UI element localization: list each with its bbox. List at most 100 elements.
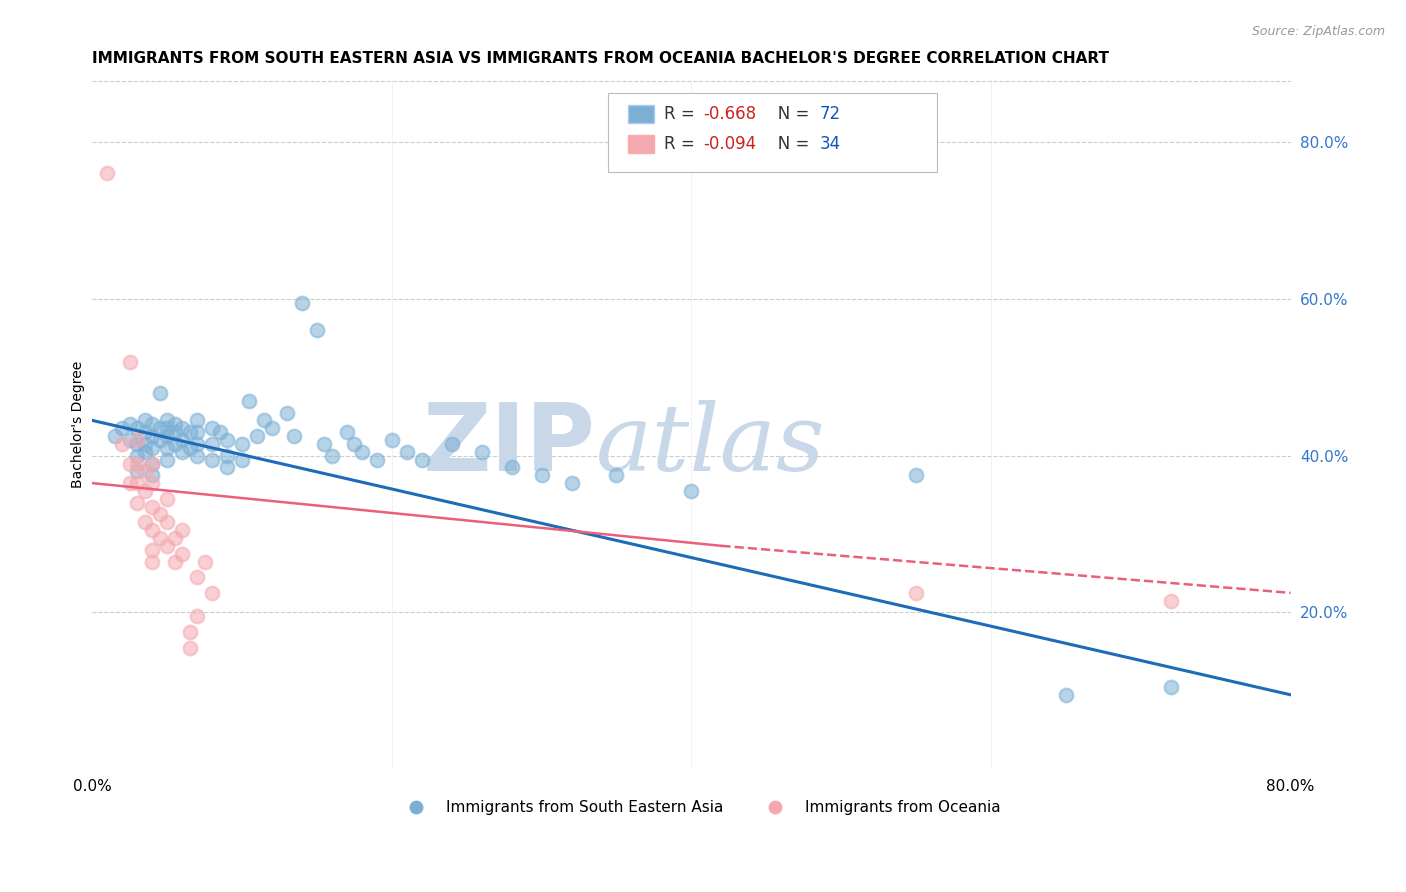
Point — [1054, 688, 1077, 702]
Point — [141, 429, 163, 443]
Point — [440, 437, 463, 451]
Point — [321, 449, 343, 463]
Point — [163, 555, 186, 569]
Point — [156, 429, 179, 443]
Text: -0.668: -0.668 — [703, 105, 756, 123]
Point — [134, 483, 156, 498]
Point — [170, 421, 193, 435]
Text: ZIP: ZIP — [423, 399, 596, 491]
Text: atlas: atlas — [596, 400, 825, 490]
Point — [149, 421, 172, 435]
Point — [118, 354, 141, 368]
Point — [1160, 680, 1182, 694]
Text: Immigrants from South Eastern Asia: Immigrants from South Eastern Asia — [446, 800, 723, 814]
Point — [381, 433, 404, 447]
Point — [605, 468, 627, 483]
Point — [215, 460, 238, 475]
Point — [127, 437, 149, 451]
Point — [291, 295, 314, 310]
Point — [681, 483, 703, 498]
Point — [127, 421, 149, 435]
Point — [336, 425, 359, 439]
Point — [1160, 593, 1182, 607]
Point — [111, 437, 134, 451]
Point — [186, 570, 208, 584]
Point — [305, 323, 328, 337]
Point — [179, 640, 201, 655]
Point — [118, 433, 141, 447]
Point — [149, 386, 172, 401]
Point — [905, 586, 928, 600]
Point — [215, 449, 238, 463]
Point — [127, 449, 149, 463]
Point — [201, 452, 224, 467]
Point — [208, 425, 231, 439]
Point — [411, 452, 433, 467]
Point — [246, 429, 269, 443]
Point — [134, 464, 156, 478]
Point — [156, 491, 179, 506]
Point — [118, 457, 141, 471]
Point — [186, 413, 208, 427]
Point — [156, 516, 179, 530]
Point — [179, 425, 201, 439]
Point — [118, 417, 141, 432]
Point — [231, 437, 253, 451]
Text: Immigrants from Oceania: Immigrants from Oceania — [806, 800, 1001, 814]
Point — [134, 425, 156, 439]
Point — [170, 547, 193, 561]
Point — [149, 433, 172, 447]
Point — [253, 413, 276, 427]
Point — [179, 441, 201, 455]
Point — [201, 586, 224, 600]
Point — [186, 437, 208, 451]
Text: 34: 34 — [820, 135, 841, 153]
Point — [134, 516, 156, 530]
Point — [238, 393, 260, 408]
Point — [366, 452, 388, 467]
Text: R =: R = — [664, 105, 700, 123]
Point — [141, 555, 163, 569]
Point — [170, 444, 193, 458]
Point — [134, 444, 156, 458]
Point — [127, 457, 149, 471]
Point — [156, 421, 179, 435]
Point — [127, 433, 149, 447]
Point — [141, 417, 163, 432]
Point — [561, 476, 583, 491]
Point — [134, 437, 156, 451]
Point — [283, 429, 305, 443]
FancyBboxPatch shape — [607, 93, 936, 172]
Point — [170, 433, 193, 447]
Point — [276, 406, 298, 420]
Text: N =: N = — [762, 105, 814, 123]
Point — [111, 421, 134, 435]
Point — [186, 425, 208, 439]
Point — [501, 460, 523, 475]
Point — [96, 166, 118, 180]
Text: R =: R = — [664, 135, 700, 153]
Point — [163, 417, 186, 432]
Point — [193, 555, 215, 569]
Point — [156, 452, 179, 467]
Point — [170, 523, 193, 537]
Point — [141, 542, 163, 557]
Point — [231, 452, 253, 467]
Point — [350, 444, 373, 458]
Point — [163, 437, 186, 451]
Point — [186, 449, 208, 463]
Point — [141, 468, 163, 483]
Point — [134, 413, 156, 427]
Point — [201, 421, 224, 435]
Point — [127, 476, 149, 491]
Y-axis label: Bachelor's Degree: Bachelor's Degree — [72, 360, 86, 488]
Text: -0.094: -0.094 — [703, 135, 756, 153]
Point — [149, 508, 172, 522]
Point — [141, 457, 163, 471]
Point — [163, 531, 186, 545]
Point — [471, 444, 494, 458]
Point — [163, 425, 186, 439]
Point — [215, 433, 238, 447]
Point — [186, 609, 208, 624]
Point — [395, 444, 418, 458]
